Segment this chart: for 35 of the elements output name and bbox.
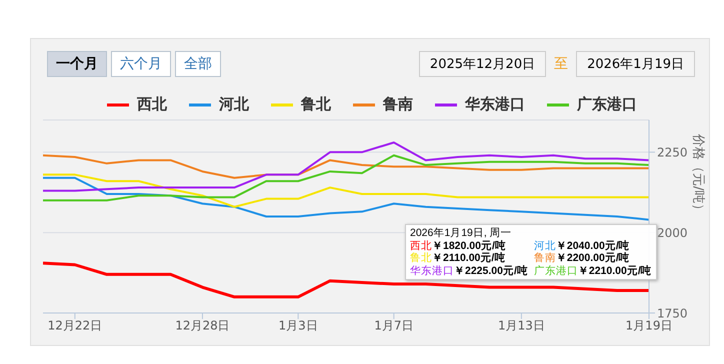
text: 鲁北 [410,252,432,264]
x-tick-label: 1月3日 [278,318,318,333]
text: 河北 [534,240,556,252]
line-series [43,154,649,179]
x-tick-label: 1月7日 [374,318,414,333]
line-series [43,174,649,208]
legend-label: 西北 [136,95,167,114]
text: 广东港口 [534,264,578,276]
line-series [43,262,649,298]
text: 鲁南 [534,252,556,264]
x-tick-label: 12月28日 [175,318,230,333]
line-series [43,142,649,192]
x-tick-label: 1月13日 [498,318,545,333]
y-tick-label: 1750 [657,306,688,320]
line-series [43,154,649,202]
y-tick-label: 2250 [657,145,688,160]
text: 至 [554,55,568,73]
text: 西北 [410,240,432,252]
legend-label: 华东港口 [464,95,525,114]
y-tick-label: 2000 [657,226,688,240]
legend-label: 鲁南 [382,95,413,114]
x-tick-label: 12月22日 [48,318,102,333]
annotation: 2026年1月19日, 周一 [410,227,513,240]
range-button: 一个月 [47,51,107,77]
line-series [43,176,649,221]
range-button: 全部 [175,51,221,77]
legend-label: 鲁北 [300,95,331,114]
x-tick-label: 1月19日 [626,318,672,333]
date-field: 2025年12月20日 [418,51,546,77]
y-axis-title: 价格（元/吨） [690,133,706,216]
legend-label: 河北 [218,95,249,114]
text: 华东港口 [410,264,454,276]
legend-label: 广东港口 [576,95,637,114]
range-button: 六个月 [111,51,171,77]
date-field: 2026年1月19日 [576,51,695,77]
